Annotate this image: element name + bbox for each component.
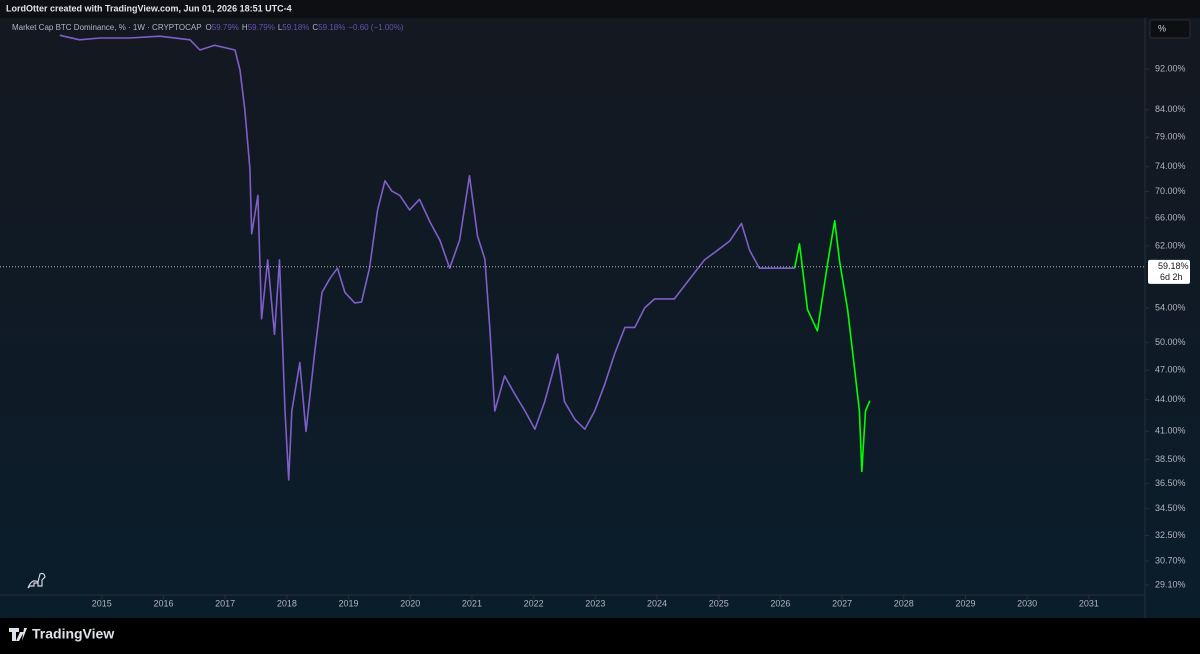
x-tick-label: 2026 [770,598,790,608]
ohlc-value: 59.18% [282,23,309,32]
y-tick-label: 84.00% [1155,104,1186,114]
x-tick-label: 2025 [709,598,729,608]
legend-change: −0.60 (−1.00%) [348,23,403,32]
y-tick-label: 30.70% [1155,555,1186,565]
y-tick-label: 79.00% [1155,132,1186,142]
ohlc-key: H [242,23,248,32]
x-tick-label: 2018 [277,598,297,608]
legend: Market Cap BTC Dominance, % · 1W · CRYPT… [12,23,404,32]
countdown-label: 6d 2h [1160,272,1183,282]
legend-symbol: Market Cap BTC Dominance, % · 1W · CRYPT… [12,23,202,32]
x-tick-label: 2028 [894,598,914,608]
header-text: LordOtter created with TradingView.com, … [6,3,292,13]
ohlc-key: L [278,23,283,32]
last-price-box [1148,259,1190,284]
brand-name: TradingView [32,626,114,642]
y-tick-label: 36.50% [1155,478,1186,488]
y-tick-label: 34.50% [1155,503,1186,513]
y-tick-label: 54.00% [1155,302,1186,312]
dino-icon[interactable] [27,572,46,589]
y-tick-label: 29.10% [1155,579,1186,589]
x-tick-label: 2022 [524,598,544,608]
x-tick-label: 2030 [1017,598,1037,608]
y-tick-label: 47.00% [1155,365,1186,375]
header-bar [0,0,1200,18]
series-line [793,219,871,473]
brand-logo [9,628,27,641]
series-line [59,34,795,481]
x-tick-label: 2023 [585,598,605,608]
scale-button-label[interactable]: % [1158,23,1166,33]
y-tick-label: 44.00% [1155,394,1186,404]
ohlc-value: 59.79% [212,23,239,32]
y-tick-label: 70.00% [1155,186,1186,196]
y-tick-label: 41.00% [1155,426,1186,436]
x-tick-label: 2017 [215,598,235,608]
chart-background [0,18,1200,618]
y-tick-label: 74.00% [1155,161,1186,171]
x-tick-label: 2019 [339,598,359,608]
x-tick-label: 2021 [462,598,482,608]
ohlc-value: 59.18% [318,23,345,32]
footer [0,618,1200,654]
x-tick-label: 2027 [832,598,852,608]
y-tick-label: 92.00% [1155,63,1186,73]
y-tick-label: 32.50% [1155,530,1186,540]
ohlc-value: 59.79% [248,23,275,32]
y-tick-label: 66.00% [1155,212,1186,222]
y-tick-label: 50.00% [1155,337,1186,347]
legend-text: Market Cap BTC Dominance, % · 1W · CRYPT… [12,23,404,32]
x-tick-label: 2031 [1079,598,1099,608]
y-tick-label: 62.00% [1155,240,1186,250]
scale-button[interactable] [1149,19,1191,39]
x-tick-label: 2020 [400,598,420,608]
last-price-label: 59.18% [1158,261,1189,271]
ohlc-key: C [312,23,318,32]
x-tick-label: 2016 [153,598,173,608]
x-tick-label: 2024 [647,598,667,608]
y-tick-label: 38.50% [1155,454,1186,464]
ohlc-key: O [206,23,212,32]
x-tick-label: 2015 [92,598,112,608]
x-tick-label: 2029 [955,598,975,608]
